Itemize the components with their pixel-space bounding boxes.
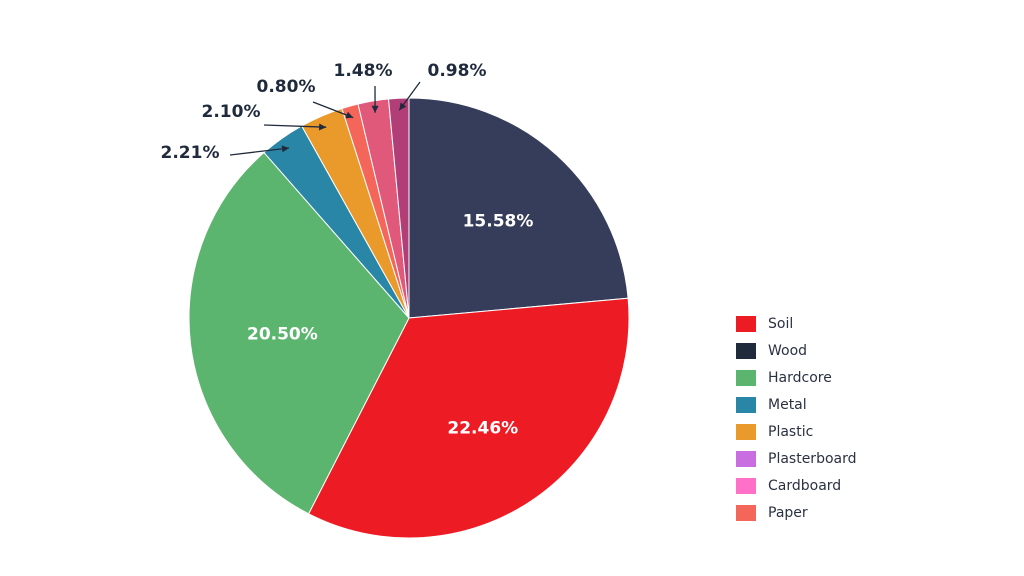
- legend-item: Plasterboard: [736, 445, 857, 472]
- legend-item: Paper: [736, 499, 857, 526]
- callout-arrowhead: [371, 105, 379, 113]
- pie-slice-wood: [408, 97, 629, 319]
- legend-label: Cardboard: [768, 477, 842, 494]
- callout-arrowhead: [319, 123, 327, 131]
- legend-item: Soil: [736, 310, 857, 337]
- legend-item: Metal: [736, 391, 857, 418]
- pie-labels: 15.58% 22.46% 20.50% 2.21% 2.10% 0.80% 1.48% 0.…: [161, 61, 534, 438]
- legend-label: Hardcore: [768, 369, 832, 386]
- legend-item: Wood: [736, 337, 857, 364]
- legend-swatch: [736, 342, 756, 359]
- callout-line: [229, 147, 290, 156]
- callout-arrowhead: [399, 102, 407, 111]
- legend-label: Plastic: [768, 423, 814, 440]
- data-label: 20.50%: [247, 325, 318, 345]
- legend-label: Wood: [768, 342, 808, 359]
- legend-swatch: [736, 369, 756, 386]
- callout-line: [312, 101, 354, 119]
- legend-item: Cardboard: [736, 472, 857, 499]
- legend-item: Hardcore: [736, 364, 857, 391]
- legend-swatch: [736, 477, 756, 494]
- legend-label: Plasterboard: [768, 450, 857, 467]
- callout-line: [263, 124, 327, 128]
- pie-slices: [188, 97, 630, 539]
- callout-arrowhead: [281, 145, 290, 153]
- data-label: 15.58%: [463, 212, 534, 232]
- legend-label: Soil: [768, 315, 794, 332]
- legend: Soil Wood Hardcore Metal Plastic Plaster…: [736, 310, 857, 526]
- pie-slice-hardcore: [188, 151, 410, 515]
- legend-item: Plastic: [736, 418, 857, 445]
- legend-swatch: [736, 504, 756, 521]
- data-label: 2.21%: [161, 143, 220, 163]
- legend-swatch: [736, 450, 756, 467]
- legend-swatch: [736, 396, 756, 413]
- callout-arrowhead: [345, 111, 354, 119]
- legend-swatch: [736, 423, 756, 440]
- data-label: 0.80%: [257, 77, 316, 97]
- legend-label: Metal: [768, 396, 807, 413]
- data-label: 0.98%: [428, 61, 487, 81]
- legend-label: Paper: [768, 504, 808, 521]
- data-label: 22.46%: [447, 418, 518, 438]
- data-label: 1.48%: [334, 61, 393, 81]
- data-label: 2.10%: [202, 102, 261, 122]
- legend-swatch: [736, 315, 756, 332]
